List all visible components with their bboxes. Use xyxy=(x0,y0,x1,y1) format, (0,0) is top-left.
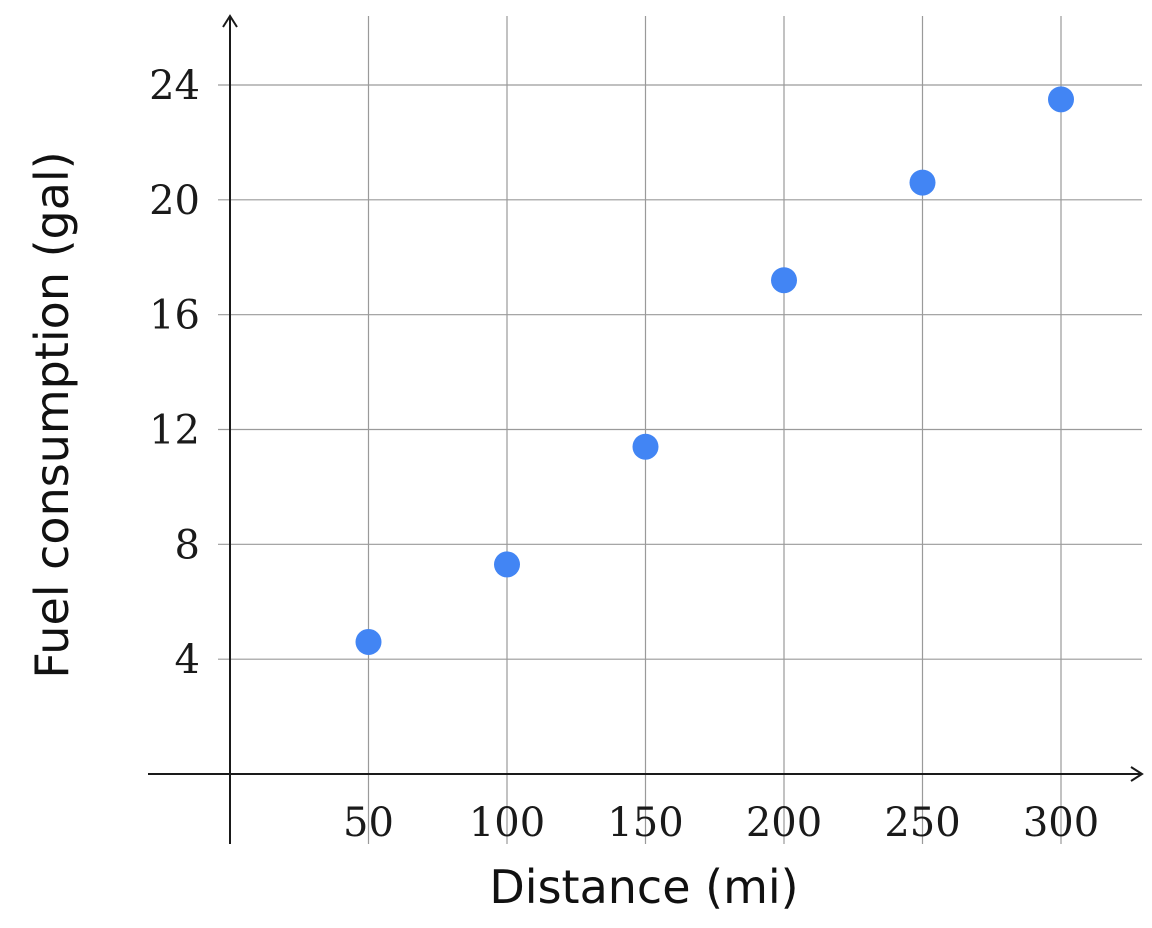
y-tick-label: 8 xyxy=(175,522,200,568)
data-point xyxy=(909,169,936,196)
x-tick-labels: 50 100 150 200 250 300 xyxy=(343,800,1099,846)
x-axis-arrow xyxy=(1130,766,1144,782)
x-tick-label: 100 xyxy=(469,800,545,846)
axes xyxy=(148,14,1144,844)
x-tick-label: 50 xyxy=(343,800,394,846)
grid xyxy=(218,16,1142,844)
x-tick-label: 250 xyxy=(884,800,960,846)
y-tick-label: 4 xyxy=(175,637,200,683)
data-point xyxy=(771,267,797,294)
x-tick-label: 200 xyxy=(746,800,822,846)
y-axis-arrow xyxy=(222,14,238,28)
x-tick-label: 300 xyxy=(1023,800,1099,846)
y-tick-labels: 4 8 12 16 20 24 xyxy=(149,63,200,683)
data-points xyxy=(355,86,1074,655)
x-axis-title: Distance (mi) xyxy=(489,860,798,914)
x-tick-label: 150 xyxy=(607,800,683,846)
y-tick-label: 20 xyxy=(149,178,200,224)
data-point xyxy=(632,433,659,460)
y-tick-label: 12 xyxy=(149,408,200,454)
y-axis-title: Fuel consumption (gal) xyxy=(25,151,79,678)
data-point xyxy=(1048,86,1074,113)
data-point xyxy=(355,628,382,655)
y-tick-label: 16 xyxy=(149,293,200,339)
data-point xyxy=(494,551,520,578)
y-tick-label: 24 xyxy=(149,63,200,109)
